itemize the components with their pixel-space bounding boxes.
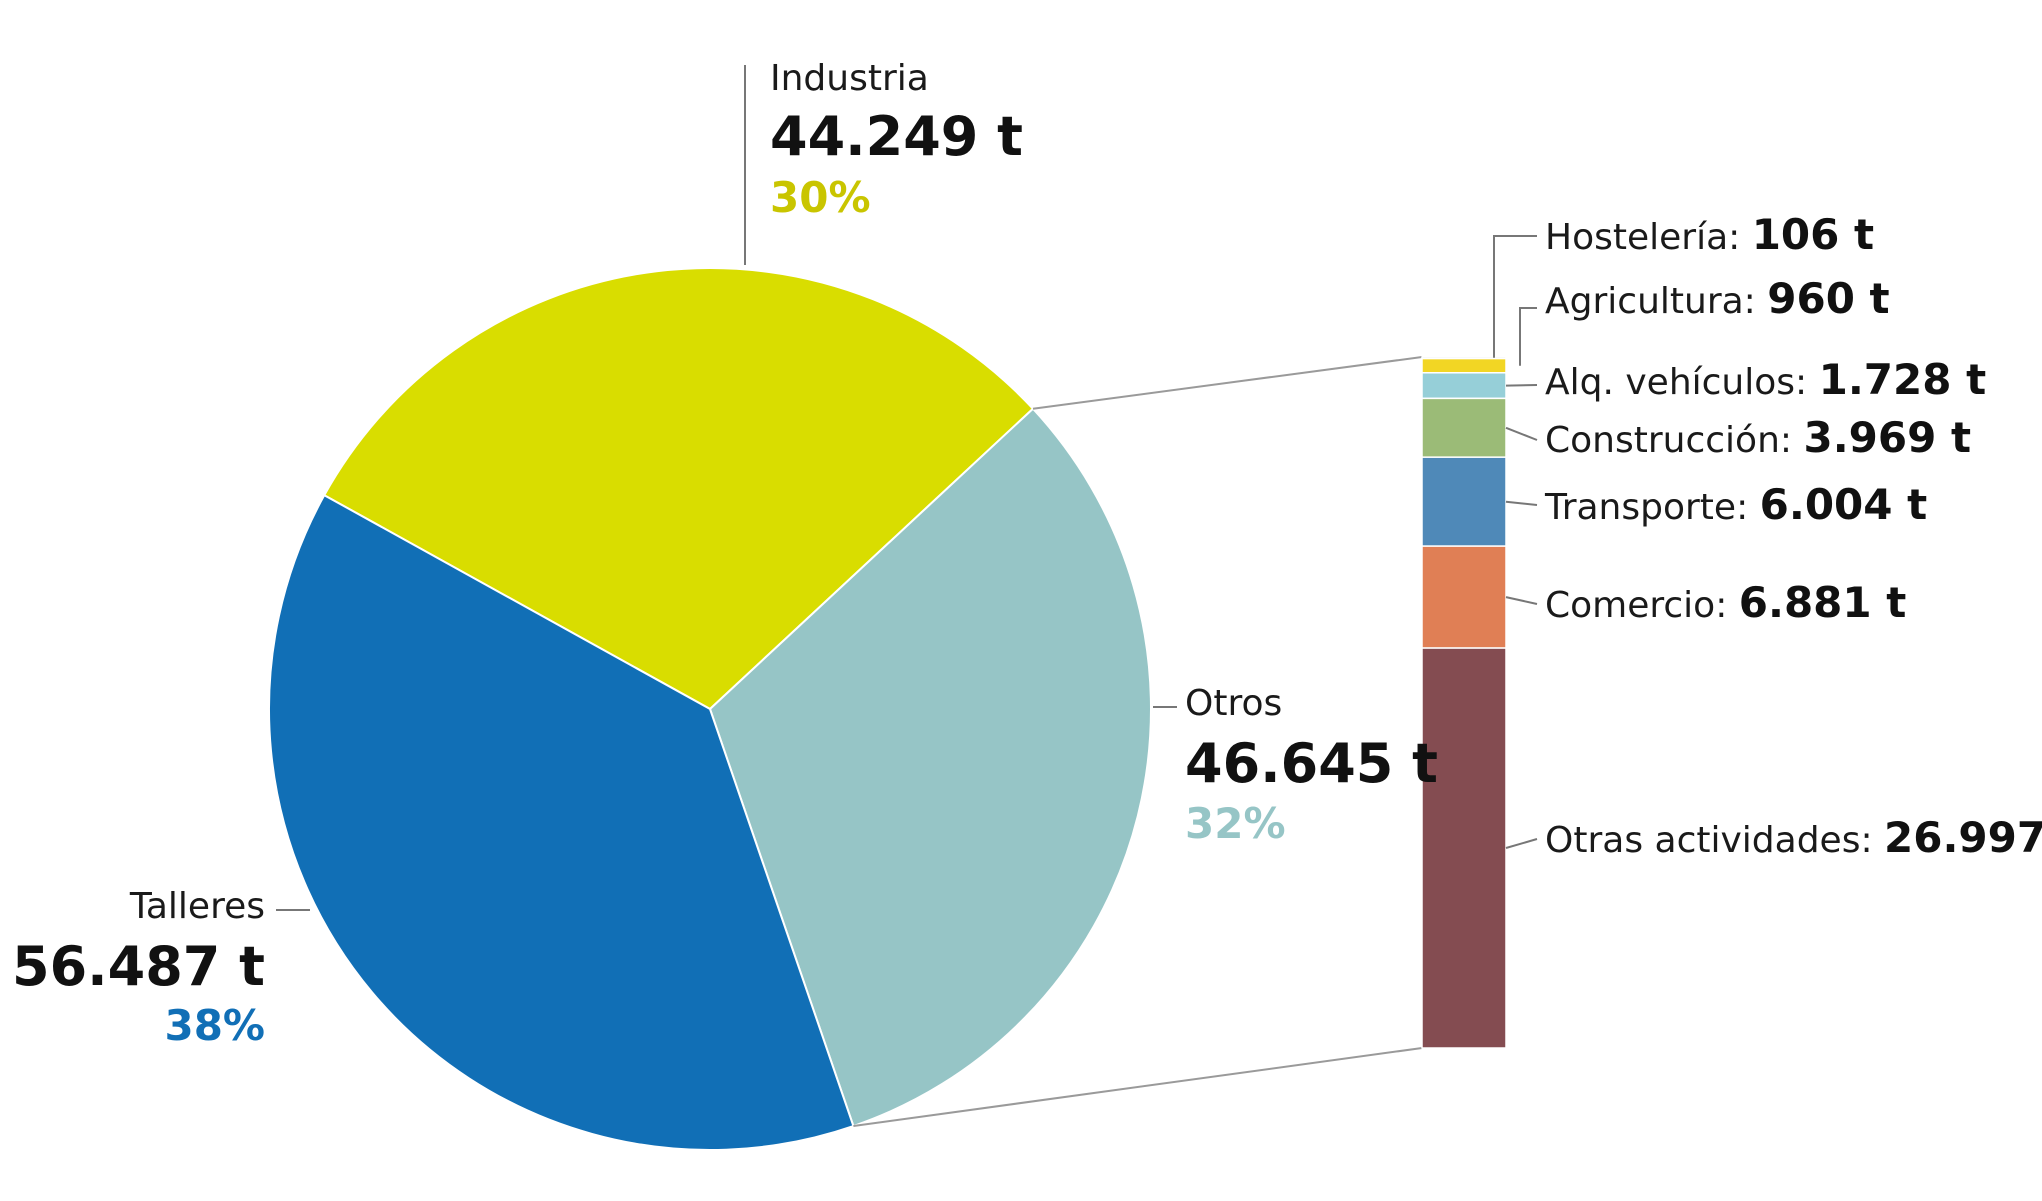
bar-label-text: Transporte: 6.004 t bbox=[1544, 480, 1927, 529]
leader-line bbox=[1505, 500, 1538, 506]
bar-label-transporte: Transporte: 6.004 t bbox=[1505, 480, 1927, 529]
pie-slice-talleres bbox=[268, 493, 855, 1151]
pie-label-industria: Industria 44.249 t 30% bbox=[744, 58, 1023, 265]
pie-chart bbox=[268, 267, 1152, 1151]
bar-label-text: Otras actividades: 26.997 t bbox=[1545, 813, 2042, 862]
bar-segment-alq-vehiculos bbox=[1421, 372, 1507, 400]
bar-label-name: Alq. vehículos: bbox=[1545, 362, 1819, 403]
bar-label-name: Agricultura: bbox=[1545, 281, 1767, 322]
leader-line bbox=[1505, 384, 1538, 387]
bar-label-value: 960 t bbox=[1767, 274, 1889, 323]
pie-label-talleres: Talleres 56.487 t38% bbox=[12, 886, 310, 1050]
bar-label-hosteleria: Hostelería: 106 t bbox=[1493, 210, 1874, 358]
bar-label-value: 1.728 t bbox=[1819, 355, 1987, 404]
bar-label-value: 106 t bbox=[1752, 210, 1874, 259]
bar-label-text: Alq. vehículos: 1.728 t bbox=[1545, 355, 1986, 404]
leader-line bbox=[1519, 307, 1537, 366]
bar-label-name: Hostelería: bbox=[1545, 217, 1752, 258]
pie-slice-industria bbox=[322, 267, 1035, 711]
otros-breakdown-stacked-bar bbox=[1421, 356, 1507, 1049]
pie-label-percent: 32% bbox=[1185, 799, 1286, 848]
pie-label-otros: Otros 46.645 t32% bbox=[1153, 683, 1438, 848]
leader-line bbox=[1505, 426, 1538, 441]
bar-label-text: Comercio: 6.881 t bbox=[1545, 578, 1906, 627]
bar-label-name: Construcción: bbox=[1545, 420, 1803, 461]
bar-label-name: Transporte: bbox=[1544, 487, 1760, 528]
pie-label-percent: 38% bbox=[164, 1001, 265, 1050]
bar-label-otras-actividades: Otras actividades: 26.997 t bbox=[1505, 813, 2042, 862]
bar-label-text: Agricultura: 960 t bbox=[1545, 274, 1890, 323]
bar-label-value: 3.969 t bbox=[1803, 413, 1971, 462]
bar-labels: Hostelería: 106 t Agricultura: 960 t Alq. … bbox=[1493, 210, 2042, 862]
pie-slice-otros bbox=[708, 407, 1152, 1128]
pie-label-value: 44.249 t bbox=[770, 105, 1023, 168]
bar-label-text: Hostelería: 106 t bbox=[1545, 210, 1874, 259]
pie-labels: Industria 44.249 t 30% Otros 46.645 t32% Tall… bbox=[12, 58, 1438, 1050]
bar-segment-otras-actividades bbox=[1421, 647, 1507, 1049]
bar-segment-comercio bbox=[1421, 545, 1507, 649]
pie-label-percent: 30% bbox=[770, 173, 871, 222]
bar-label-agricultura: Agricultura: 960 t bbox=[1519, 274, 1890, 366]
bar-segment-transporte bbox=[1421, 456, 1507, 547]
bar-label-value: 6.004 t bbox=[1760, 480, 1928, 529]
leader-line bbox=[1505, 596, 1538, 605]
leader-line bbox=[1505, 838, 1538, 849]
bar-label-name: Otras actividades: bbox=[1545, 820, 1884, 861]
bar-label-name: Comercio: bbox=[1545, 585, 1739, 626]
bar-label-alq-vehiculos: Alq. vehículos: 1.728 t bbox=[1505, 355, 1986, 404]
bar-label-text: Construcción: 3.969 t bbox=[1545, 413, 1971, 462]
bar-segment-agricultura bbox=[1421, 357, 1507, 374]
bar-label-comercio: Comercio: 6.881 t bbox=[1505, 578, 1906, 627]
bar-label-construccion: Construcción: 3.969 t bbox=[1505, 413, 1971, 462]
pie-label-value: 46.645 t bbox=[1185, 732, 1438, 795]
pie-label-name: Industria bbox=[770, 58, 929, 99]
pie-label-value: 56.487 t bbox=[12, 935, 265, 998]
pie-label-name: Talleres bbox=[129, 886, 265, 927]
pie-to-bar-connectors bbox=[853, 356, 1423, 1127]
bar-label-value: 26.997 t bbox=[1884, 813, 2042, 862]
connector-line-top bbox=[1032, 356, 1423, 410]
connector-line-bottom bbox=[853, 1047, 1423, 1127]
bar-segment-construccion bbox=[1421, 397, 1507, 458]
bar-label-value: 6.881 t bbox=[1739, 578, 1907, 627]
pie-label-name: Otros bbox=[1185, 683, 1282, 724]
leader-line bbox=[1493, 235, 1537, 358]
